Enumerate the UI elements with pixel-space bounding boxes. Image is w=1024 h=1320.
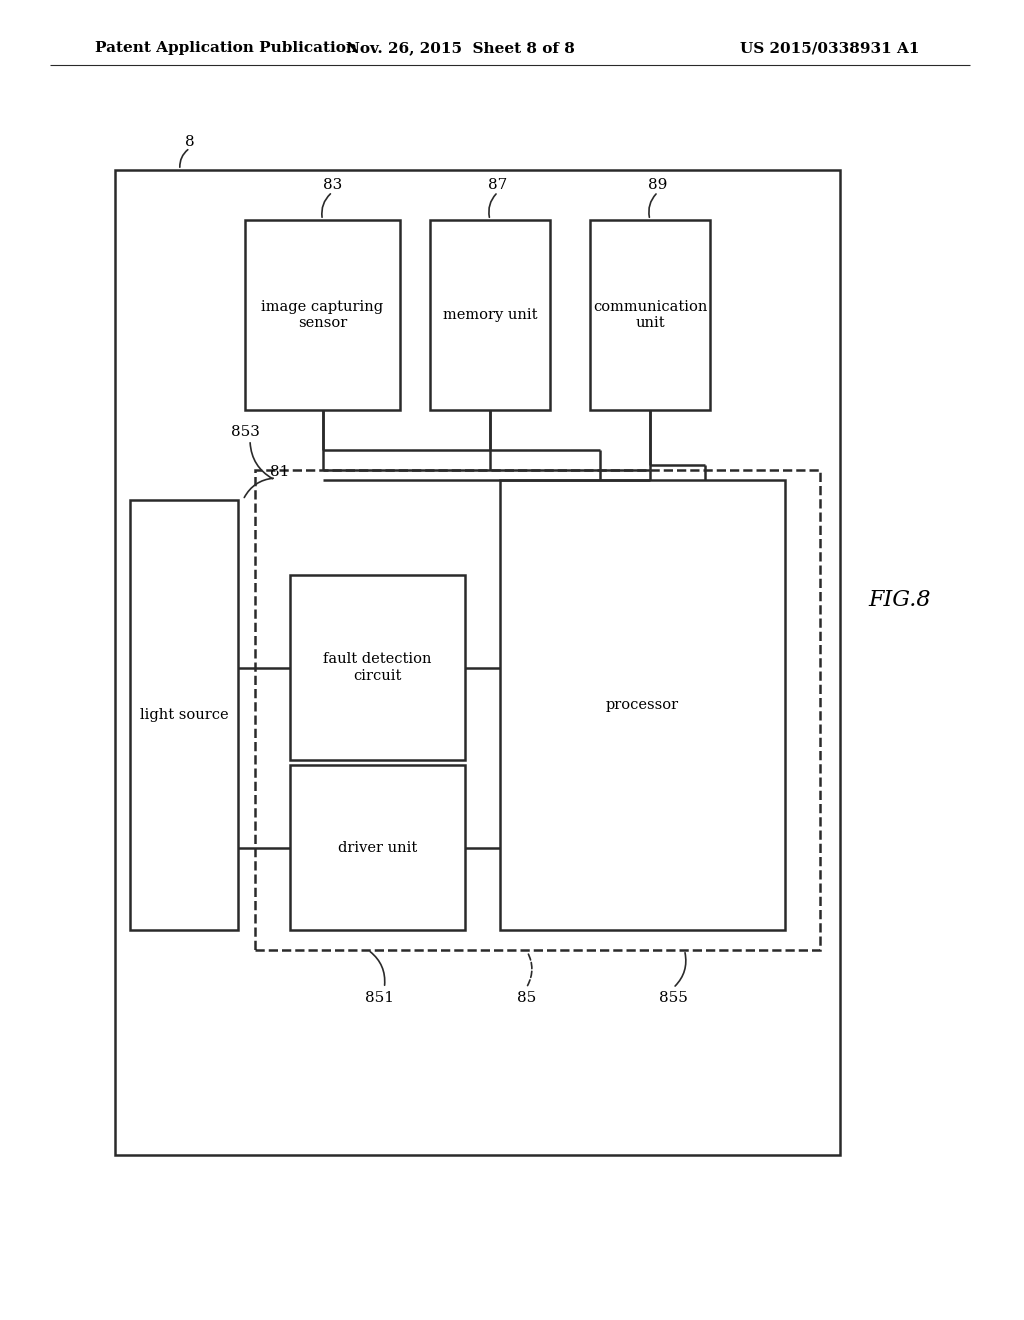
Bar: [500, 480, 785, 931]
Text: driver unit: driver unit: [338, 841, 417, 854]
Text: 87: 87: [488, 178, 508, 191]
Text: communication
unit: communication unit: [593, 300, 708, 330]
Text: 81: 81: [270, 465, 290, 479]
Text: 85: 85: [516, 991, 536, 1005]
Bar: [115, 170, 840, 1155]
Text: 851: 851: [365, 991, 394, 1005]
Text: fault detection
circuit: fault detection circuit: [324, 652, 432, 682]
Text: light source: light source: [139, 708, 228, 722]
Bar: [130, 500, 238, 931]
Text: 83: 83: [323, 178, 342, 191]
Bar: [590, 220, 710, 411]
Text: FIG.8: FIG.8: [868, 589, 931, 611]
Bar: [430, 220, 550, 411]
Text: Nov. 26, 2015  Sheet 8 of 8: Nov. 26, 2015 Sheet 8 of 8: [345, 41, 574, 55]
Bar: [290, 576, 465, 760]
Text: processor: processor: [606, 698, 679, 711]
Bar: [255, 470, 820, 950]
Text: 8: 8: [185, 135, 195, 149]
Text: 853: 853: [230, 425, 259, 440]
Bar: [290, 766, 465, 931]
Text: 89: 89: [648, 178, 668, 191]
Text: memory unit: memory unit: [442, 308, 538, 322]
Text: Patent Application Publication: Patent Application Publication: [95, 41, 357, 55]
Text: 855: 855: [658, 991, 687, 1005]
Bar: [245, 220, 400, 411]
Text: US 2015/0338931 A1: US 2015/0338931 A1: [740, 41, 920, 55]
Text: image capturing
sensor: image capturing sensor: [261, 300, 384, 330]
